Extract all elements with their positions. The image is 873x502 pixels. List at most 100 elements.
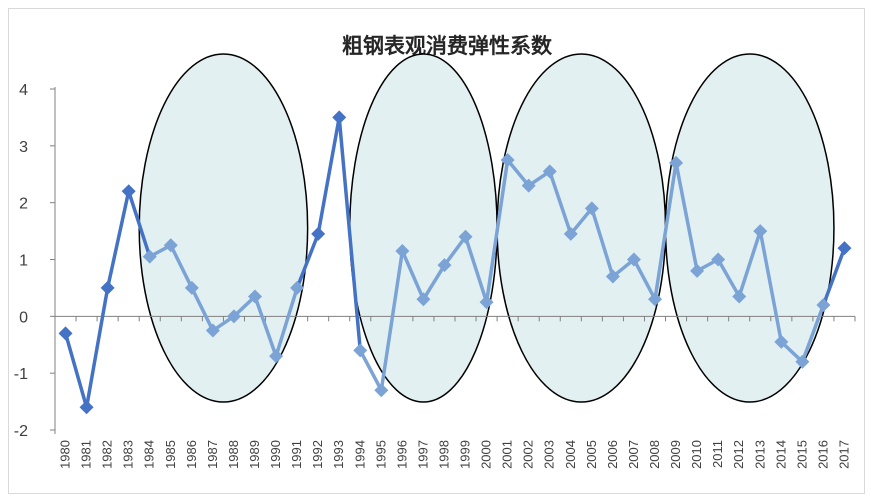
x-tick-label: 1990 [268,440,283,469]
x-tick-label: 2009 [668,440,683,469]
series-segment [463,235,489,304]
series-segment [126,189,152,259]
data-point-1981 [79,400,94,415]
series-segment [421,263,447,302]
data-point-1992 [311,226,326,241]
data-point-1988 [226,309,241,324]
data-point-2012 [732,289,747,304]
x-tick-label: 2013 [752,440,767,469]
x-tick-label: 2011 [710,440,725,468]
data-point-1998 [437,258,452,273]
data-point-2006 [605,269,620,284]
x-tick-label: 2001 [500,440,515,469]
data-point-1980 [58,326,73,341]
x-tick-label: 2003 [542,440,557,469]
x-tick-label: 2010 [689,440,704,469]
highlight-ellipses [138,53,835,403]
data-point-1984 [142,249,157,264]
series-segment [505,158,531,188]
x-tick-label: 1980 [58,440,73,469]
data-point-2002 [521,178,536,193]
x-tick-label: 2005 [584,440,599,469]
highlight-ellipse-3 [496,53,667,403]
data-point-1987 [205,323,220,338]
data-point-1982 [100,280,115,295]
x-tick-label: 1988 [226,440,241,469]
series-segment [547,169,573,236]
x-tick-label: 1995 [373,440,388,469]
series-segment [569,206,594,236]
series-segment [169,243,194,290]
x-tick-label: 1993 [331,440,346,469]
data-point-2003 [542,164,557,179]
series-segment [716,257,741,299]
data-point-1993 [332,110,347,125]
highlight-ellipse-4 [664,53,835,403]
data-point-2008 [648,292,662,307]
x-tick-label: 1991 [289,440,304,469]
x-tick-label: 1983 [121,440,136,469]
y-tick-label: 1 [19,253,28,270]
x-tick-labels: 1980 1981 1982 1983 1984 1985 1986 1987 1988 1989… [58,440,852,469]
data-point-2010 [690,263,705,278]
data-point-1996 [395,243,410,258]
data-point-2013 [753,224,768,239]
data-point-2015 [795,354,810,369]
x-tick-label: 2012 [731,440,746,469]
x-tick-label: 1998 [436,440,451,469]
series-segment [274,286,299,358]
x-tick-label: 1984 [142,440,157,469]
x-tick-label: 2017 [836,440,851,469]
x-tick-label: 1992 [310,440,325,469]
y-tick-label: -1 [14,366,28,383]
data-point-2005 [584,201,599,216]
series-segment [358,348,384,392]
series-segment [821,246,847,307]
data-point-2017 [837,241,852,256]
series-segment [316,115,341,236]
series-segment [337,115,363,353]
y-tick-label: 4 [19,82,28,99]
series-segment [590,206,615,279]
series-segment [84,286,110,410]
highlight-ellipse-2 [348,53,498,403]
x-tick-label: 1994 [352,440,367,469]
x-tick-label: 2006 [605,440,620,469]
highlight-ellipse-1 [138,53,309,403]
series-segment [63,331,89,410]
data-point-2014 [774,334,789,349]
y-tick-label: 0 [19,309,28,326]
series-segment [758,229,784,344]
x-tick-label: 2002 [521,440,536,469]
series-segment [400,249,426,302]
series-segment [653,161,678,302]
x-tick-label: 1997 [415,440,430,469]
series-points [58,110,852,415]
series-segment [632,257,657,302]
data-point-2011 [711,252,726,267]
y-tick-labels: 4 3 2 1 0 -1 -2 [14,82,28,440]
data-point-1989 [248,289,262,304]
x-tick-label: 1985 [163,440,178,469]
data-point-1995 [374,383,389,398]
x-tick-label: 2007 [626,440,641,469]
series-segment [379,249,405,392]
data-point-2004 [563,226,578,241]
series-segment [674,161,699,273]
series-segment [190,286,215,333]
y-tick-label: 2 [19,196,28,213]
data-point-1985 [163,238,178,253]
data-point-2009 [669,155,684,170]
x-tick-label: 1987 [205,440,220,469]
data-point-1997 [416,292,431,307]
data-point-2000 [479,295,494,310]
x-tick-label: 1981 [79,440,94,469]
x-tick-label: 1999 [458,440,473,469]
data-point-2016 [816,297,831,312]
series-segment [442,235,468,267]
data-point-1999 [458,229,473,244]
data-point-1991 [290,280,305,295]
data-point-1990 [269,349,284,364]
series-segment [253,294,278,358]
